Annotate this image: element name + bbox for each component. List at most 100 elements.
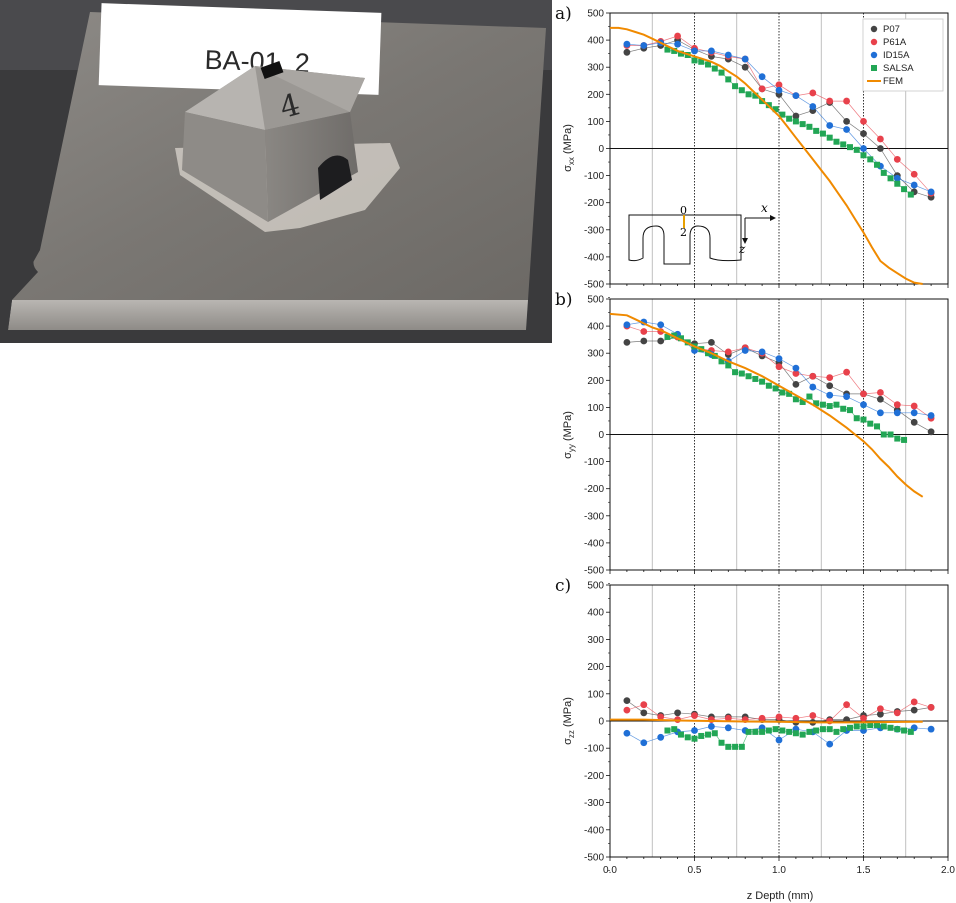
data-point-p61a	[775, 713, 783, 721]
data-point-salsa	[799, 398, 806, 405]
printed-block-front	[182, 112, 268, 222]
data-point-p61a	[809, 372, 817, 380]
data-point-salsa	[792, 396, 799, 403]
data-point-p07	[910, 706, 918, 714]
data-point-p61a	[826, 374, 834, 381]
data-point-salsa	[901, 727, 908, 734]
data-point-salsa	[826, 403, 833, 410]
data-point-salsa	[833, 138, 840, 145]
y-tick-label: -300	[584, 225, 604, 236]
legend-label-fem: FEM	[883, 76, 903, 87]
data-point-p07	[623, 48, 631, 56]
y-tick-label: 300	[587, 635, 604, 646]
data-point-id15a	[708, 723, 715, 730]
data-point-id15a	[927, 412, 935, 419]
data-point-salsa	[691, 57, 698, 64]
data-point-salsa	[894, 435, 901, 442]
data-point-salsa	[880, 723, 887, 730]
data-point-salsa	[880, 169, 887, 176]
data-point-salsa	[772, 106, 779, 113]
y-tick-label: 0	[598, 430, 604, 441]
legend: P07 P61A ID15A SALSA FEM	[862, 18, 944, 92]
data-point-salsa	[759, 728, 766, 735]
legend-item-p07: P07	[870, 24, 900, 35]
data-point-p61a	[893, 401, 901, 409]
data-point-p61a	[877, 705, 884, 713]
data-point-salsa	[738, 370, 745, 377]
data-point-salsa	[907, 728, 914, 735]
data-point-salsa	[874, 722, 881, 729]
legend-label-p07: P07	[883, 24, 900, 35]
series-line-fem	[610, 718, 923, 724]
legend-item-salsa: SALSA	[871, 63, 914, 74]
data-point-salsa	[779, 389, 786, 396]
y-tick-label: -200	[584, 484, 604, 495]
data-point-p07	[877, 710, 884, 718]
data-point-id15a	[741, 55, 749, 63]
data-point-salsa	[826, 726, 833, 733]
data-point-p61a	[843, 97, 850, 105]
data-point-id15a	[809, 103, 817, 110]
data-point-salsa	[833, 728, 840, 735]
data-point-salsa	[786, 728, 793, 735]
data-point-salsa	[853, 723, 860, 730]
data-point-salsa	[792, 118, 799, 125]
data-point-salsa	[705, 350, 712, 357]
chart-panel-2: 500 400 300 200 100 0 -100 -200 -300 -400 -500	[584, 295, 949, 584]
data-point-salsa	[819, 130, 826, 137]
data-point-salsa	[833, 401, 840, 408]
data-point-salsa	[894, 726, 901, 733]
ylabel-a: σxx (MPa)	[562, 124, 576, 172]
data-point-salsa	[759, 378, 766, 385]
data-point-salsa	[840, 141, 847, 148]
data-point-id15a	[843, 126, 850, 133]
data-point-salsa	[705, 61, 712, 68]
panel-label-c: c)	[555, 576, 571, 596]
data-point-salsa	[860, 723, 867, 730]
data-point-id15a	[623, 321, 631, 329]
data-point-id15a	[758, 73, 766, 81]
data-point-p61a	[843, 368, 850, 376]
y-tick-label: 200	[587, 662, 604, 673]
data-point-salsa	[779, 727, 786, 734]
data-point-salsa	[738, 743, 745, 750]
data-point-id15a	[758, 348, 766, 356]
data-point-salsa	[860, 416, 867, 423]
y-tick-label: -400	[584, 825, 604, 836]
data-point-id15a	[724, 51, 732, 59]
data-point-p07	[708, 338, 715, 346]
data-point-salsa	[664, 333, 671, 340]
data-point-p61a	[775, 363, 783, 371]
data-point-p07	[927, 428, 935, 436]
data-point-p61a	[860, 390, 867, 398]
data-point-salsa	[664, 727, 671, 734]
data-point-p61a	[640, 328, 648, 335]
data-point-salsa	[705, 731, 712, 738]
data-point-id15a	[860, 401, 867, 409]
inset-geometry-outline	[628, 214, 742, 265]
data-point-id15a	[910, 181, 918, 189]
data-point-p07	[843, 716, 850, 724]
data-point-salsa	[684, 734, 691, 741]
data-point-salsa	[671, 47, 678, 54]
data-point-salsa	[745, 728, 752, 735]
y-tick-label: -100	[584, 744, 604, 755]
data-point-p61a	[758, 714, 766, 722]
data-point-p61a	[623, 706, 631, 714]
data-point-salsa	[745, 91, 752, 98]
data-point-salsa	[765, 382, 772, 389]
data-point-salsa	[799, 121, 806, 128]
data-point-p07	[674, 709, 681, 717]
inset-z-label: z	[738, 242, 746, 256]
data-point-salsa	[772, 385, 779, 392]
specimen-label-paper	[98, 3, 382, 95]
data-point-salsa	[691, 735, 698, 742]
data-point-salsa	[874, 161, 881, 168]
data-point-p07	[860, 130, 867, 137]
data-point-salsa	[806, 393, 813, 400]
block-channel	[318, 155, 352, 200]
legend-label-salsa: SALSA	[883, 63, 914, 74]
data-point-p61a	[657, 713, 665, 721]
x-tick-label: 1.0	[772, 865, 786, 876]
